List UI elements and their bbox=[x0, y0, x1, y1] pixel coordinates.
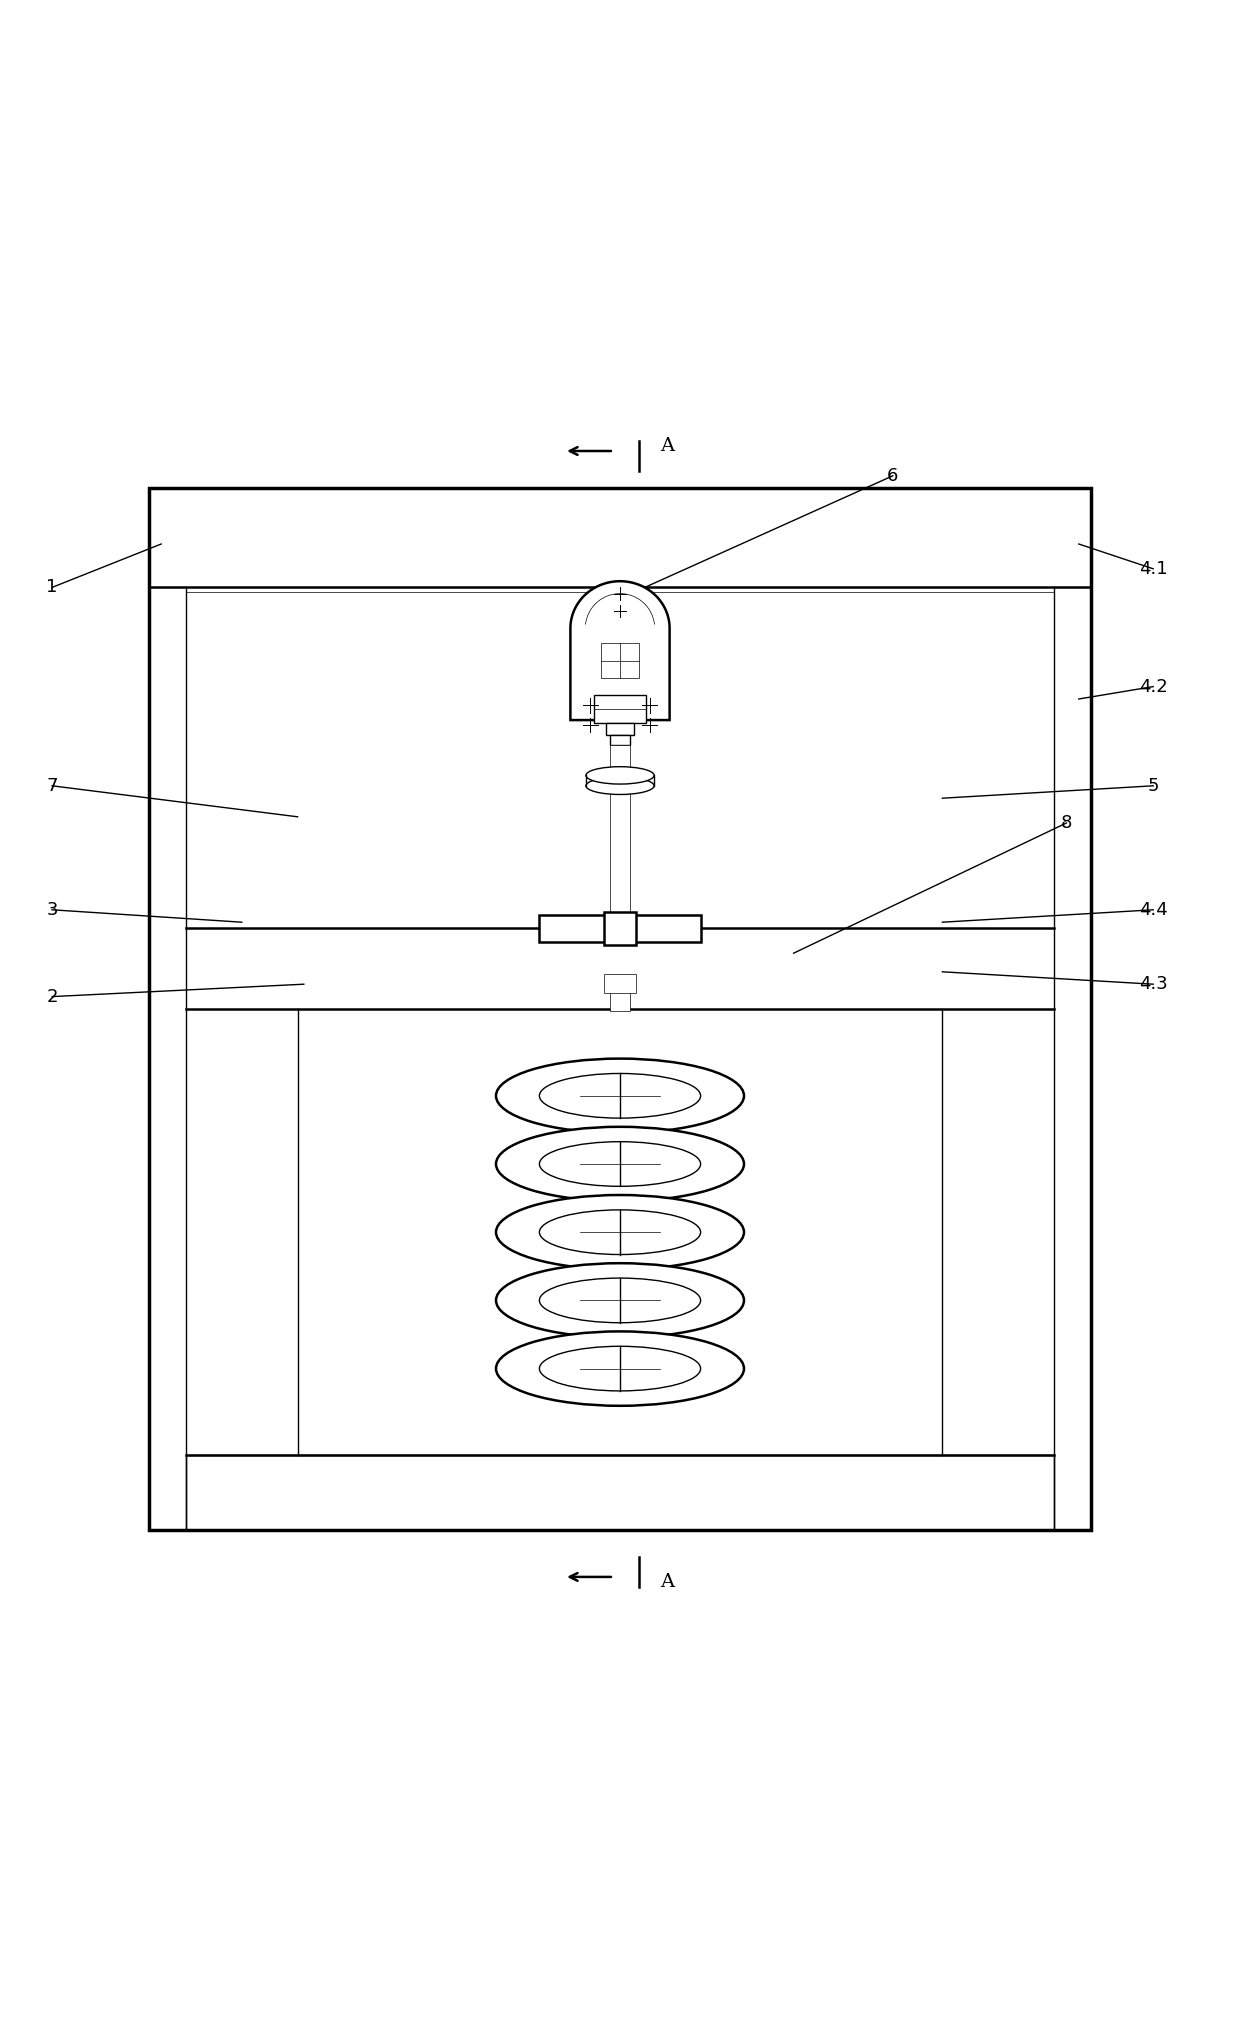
Bar bbox=[601, 644, 639, 678]
Text: 5: 5 bbox=[1147, 777, 1159, 795]
Text: 7: 7 bbox=[46, 777, 58, 795]
Bar bbox=[610, 735, 630, 745]
Bar bbox=[610, 979, 630, 1011]
Bar bbox=[604, 975, 636, 993]
Bar bbox=[594, 696, 646, 722]
Ellipse shape bbox=[585, 777, 655, 795]
Text: A: A bbox=[660, 438, 675, 454]
Bar bbox=[539, 914, 608, 942]
Bar bbox=[606, 722, 634, 735]
Text: 3: 3 bbox=[46, 900, 58, 918]
Ellipse shape bbox=[539, 1074, 701, 1118]
Text: A: A bbox=[660, 1572, 675, 1590]
Ellipse shape bbox=[585, 767, 655, 785]
Text: 4.4: 4.4 bbox=[1138, 900, 1168, 918]
Bar bbox=[632, 914, 701, 942]
Bar bbox=[186, 1455, 1054, 1530]
Text: 4.1: 4.1 bbox=[1138, 559, 1168, 577]
Bar bbox=[149, 488, 1091, 1530]
Bar bbox=[942, 1009, 1054, 1455]
Bar bbox=[186, 1455, 1054, 1530]
Ellipse shape bbox=[496, 1059, 744, 1132]
Bar bbox=[604, 912, 636, 944]
Ellipse shape bbox=[496, 1263, 744, 1338]
Text: 4.3: 4.3 bbox=[1138, 975, 1168, 993]
Ellipse shape bbox=[539, 1142, 701, 1187]
Polygon shape bbox=[570, 581, 670, 720]
Ellipse shape bbox=[496, 1195, 744, 1269]
Text: 8: 8 bbox=[1060, 813, 1073, 831]
Bar bbox=[186, 1009, 298, 1455]
Text: 6: 6 bbox=[887, 466, 899, 484]
Ellipse shape bbox=[539, 1211, 701, 1255]
Bar bbox=[298, 1009, 942, 1455]
Ellipse shape bbox=[539, 1346, 701, 1390]
Bar bbox=[186, 928, 1054, 1009]
Bar bbox=[610, 745, 630, 769]
Text: 4.2: 4.2 bbox=[1138, 678, 1168, 696]
Text: 2: 2 bbox=[46, 987, 58, 1005]
Text: 1: 1 bbox=[46, 579, 58, 597]
Ellipse shape bbox=[496, 1126, 744, 1201]
Ellipse shape bbox=[539, 1277, 701, 1322]
Ellipse shape bbox=[496, 1332, 744, 1407]
Bar bbox=[610, 791, 630, 926]
